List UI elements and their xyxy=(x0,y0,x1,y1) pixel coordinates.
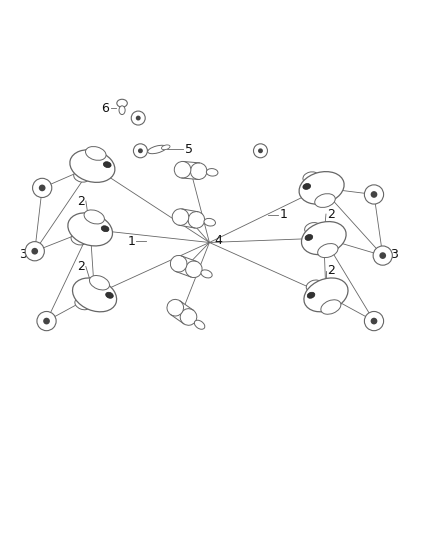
Ellipse shape xyxy=(70,150,115,182)
Text: 1: 1 xyxy=(127,235,135,248)
Ellipse shape xyxy=(71,234,86,245)
Ellipse shape xyxy=(74,171,89,182)
Text: 2: 2 xyxy=(77,260,85,273)
Ellipse shape xyxy=(85,147,106,160)
Circle shape xyxy=(254,144,268,158)
Ellipse shape xyxy=(206,168,218,176)
Ellipse shape xyxy=(307,292,315,298)
Text: 6: 6 xyxy=(101,102,109,115)
Circle shape xyxy=(373,246,392,265)
Ellipse shape xyxy=(303,183,311,189)
Ellipse shape xyxy=(119,106,125,115)
Circle shape xyxy=(371,318,378,325)
Ellipse shape xyxy=(305,235,313,240)
Ellipse shape xyxy=(299,172,344,204)
Circle shape xyxy=(43,318,50,325)
Ellipse shape xyxy=(191,163,207,180)
Ellipse shape xyxy=(167,300,184,316)
Circle shape xyxy=(39,184,46,191)
Ellipse shape xyxy=(103,161,111,167)
Circle shape xyxy=(371,191,378,198)
Polygon shape xyxy=(179,209,198,228)
Text: 3: 3 xyxy=(390,248,398,261)
Circle shape xyxy=(138,148,143,154)
Ellipse shape xyxy=(68,213,113,246)
Ellipse shape xyxy=(301,222,346,255)
Ellipse shape xyxy=(201,270,212,278)
Circle shape xyxy=(32,248,38,255)
Text: 4: 4 xyxy=(215,234,223,247)
Ellipse shape xyxy=(318,244,338,257)
Ellipse shape xyxy=(174,161,191,178)
Ellipse shape xyxy=(194,320,205,329)
Circle shape xyxy=(25,241,44,261)
Text: 5: 5 xyxy=(185,143,193,156)
Ellipse shape xyxy=(315,193,335,207)
Ellipse shape xyxy=(204,219,215,226)
Ellipse shape xyxy=(321,300,341,314)
Polygon shape xyxy=(176,256,197,277)
Ellipse shape xyxy=(306,280,321,292)
Ellipse shape xyxy=(170,255,187,272)
Text: 1: 1 xyxy=(279,208,287,222)
Text: 3: 3 xyxy=(19,248,27,261)
Circle shape xyxy=(136,116,141,120)
Ellipse shape xyxy=(180,309,197,325)
Circle shape xyxy=(379,252,386,259)
Ellipse shape xyxy=(172,209,189,225)
Ellipse shape xyxy=(84,210,104,224)
Circle shape xyxy=(37,311,56,330)
Circle shape xyxy=(32,179,52,198)
Polygon shape xyxy=(182,161,199,180)
Ellipse shape xyxy=(188,212,205,228)
Ellipse shape xyxy=(303,172,318,183)
Circle shape xyxy=(134,144,148,158)
Circle shape xyxy=(364,185,384,204)
Circle shape xyxy=(131,111,145,125)
Text: 2: 2 xyxy=(77,195,85,207)
Ellipse shape xyxy=(304,278,348,312)
Ellipse shape xyxy=(162,145,170,150)
Text: 2: 2 xyxy=(327,264,335,277)
Ellipse shape xyxy=(101,226,109,232)
Ellipse shape xyxy=(106,292,113,298)
Ellipse shape xyxy=(89,276,110,290)
Ellipse shape xyxy=(75,298,90,310)
Text: 2: 2 xyxy=(327,208,335,221)
Polygon shape xyxy=(170,301,193,324)
Ellipse shape xyxy=(186,261,202,278)
Ellipse shape xyxy=(73,278,117,312)
Ellipse shape xyxy=(304,223,320,233)
Ellipse shape xyxy=(117,99,127,107)
Circle shape xyxy=(258,148,263,154)
Circle shape xyxy=(364,311,384,330)
Ellipse shape xyxy=(148,146,166,154)
